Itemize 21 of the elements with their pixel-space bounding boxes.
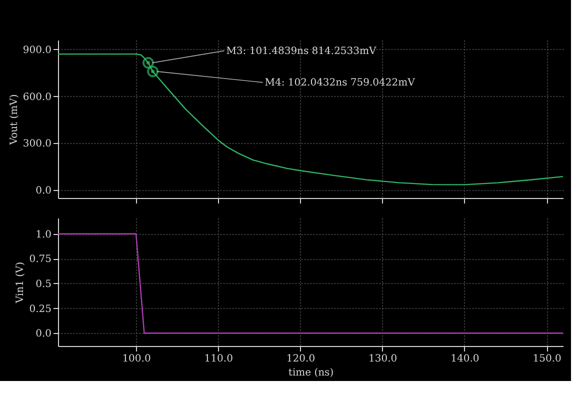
x-axis-title: time (ns) — [288, 368, 334, 378]
x-tick-label: 120.0 — [286, 354, 316, 364]
y-tick-label: 0.25 — [29, 304, 52, 315]
x-tick-label: 150.0 — [532, 354, 562, 364]
y-axis-title: Vin1 (V) — [15, 262, 26, 304]
x-tick-label: 100.0 — [122, 354, 151, 364]
x-tick-label: 130.0 — [368, 354, 398, 364]
y-tick-label: 600.0 — [22, 92, 52, 103]
y-tick-label: 0.5 — [36, 278, 52, 290]
annotation: M4: 102.0432ns 759.0422mV — [264, 77, 416, 88]
y-tick-label: 0.0 — [36, 328, 52, 340]
y-tick-label: 0.75 — [29, 254, 52, 266]
y-tick-label: 0.0 — [36, 186, 52, 197]
line-series — [58, 53, 563, 186]
y-axis-title: Vout (mV) — [8, 94, 20, 146]
y-tick-label: 900.0 — [22, 44, 52, 56]
y-tick-label: 300.0 — [22, 138, 52, 150]
x-tick-label: 110.0 — [204, 354, 233, 364]
x-tick-label: 140.0 — [450, 354, 480, 364]
annotation: M3: 101.4839ns 814.2533mV — [226, 46, 378, 57]
y-tick-label: 1.0 — [36, 229, 52, 240]
